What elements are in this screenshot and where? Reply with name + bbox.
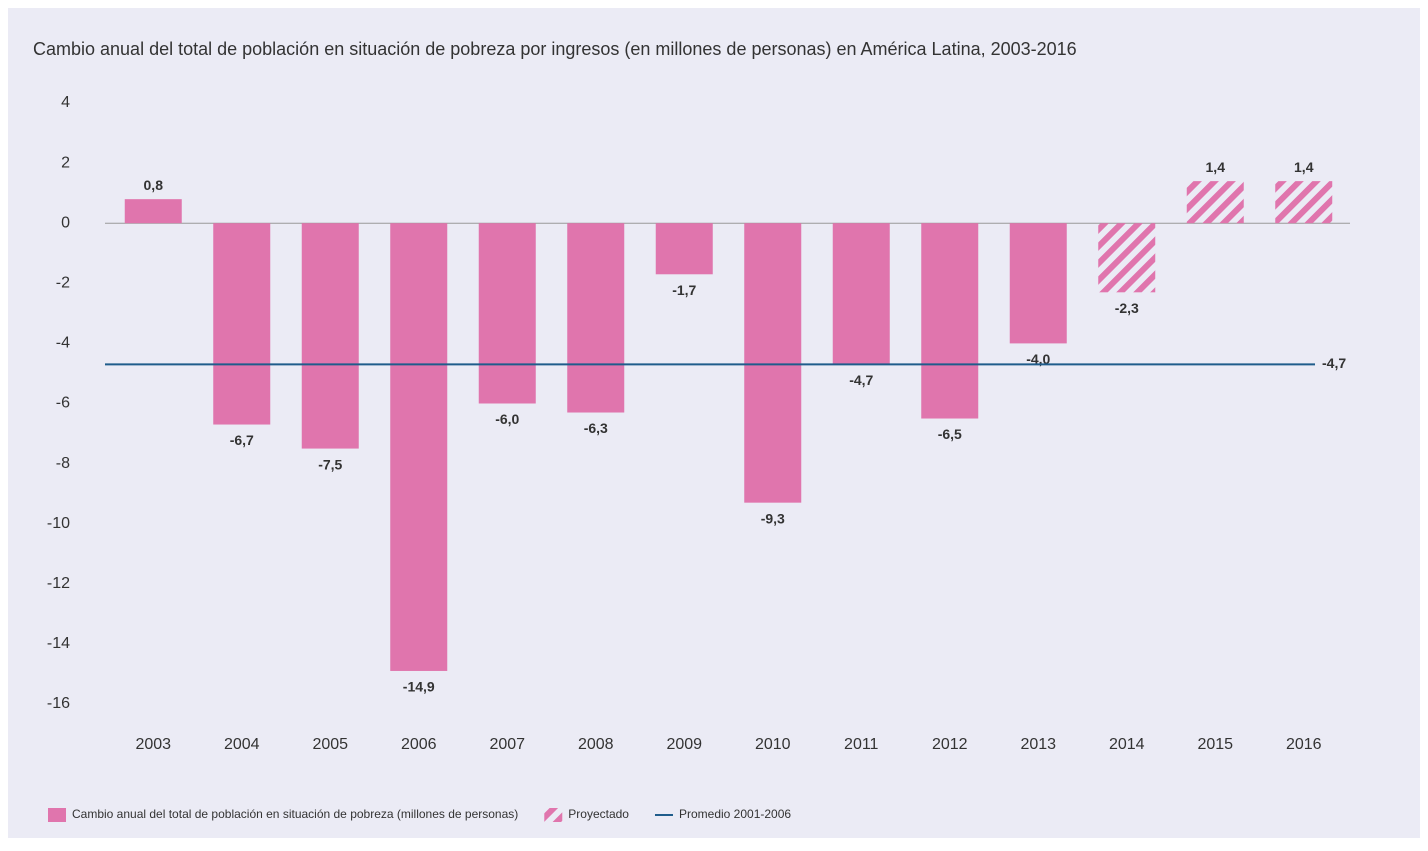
average-label: -4,7 bbox=[1322, 355, 1346, 371]
x-tick-label: 2003 bbox=[135, 736, 171, 753]
y-tick-label: -12 bbox=[47, 575, 70, 592]
chart-title: Cambio anual del total de población en s… bbox=[33, 39, 1077, 59]
x-tick-label: 2013 bbox=[1020, 736, 1056, 753]
value-label: -9,3 bbox=[761, 510, 785, 526]
x-tick-label: 2011 bbox=[844, 736, 879, 753]
legend-label: Promedio 2001-2006 bbox=[679, 807, 791, 821]
x-tick-label: 2012 bbox=[932, 736, 968, 753]
value-label: -4,7 bbox=[849, 372, 873, 388]
x-tick-label: 2014 bbox=[1109, 736, 1145, 753]
y-tick-label: -16 bbox=[47, 695, 70, 712]
value-label: 1,4 bbox=[1206, 159, 1226, 175]
value-label: -6,0 bbox=[495, 411, 519, 427]
bar bbox=[1009, 223, 1067, 344]
legend-label: Proyectado bbox=[568, 807, 629, 821]
x-tick-label: 2004 bbox=[224, 736, 260, 753]
x-tick-label: 2005 bbox=[312, 736, 348, 753]
bar bbox=[744, 223, 802, 503]
y-tick-label: 0 bbox=[61, 214, 70, 231]
bar bbox=[567, 223, 625, 413]
bar bbox=[655, 223, 713, 275]
bar bbox=[301, 223, 359, 449]
legend-swatch bbox=[544, 808, 563, 822]
value-label: -14,9 bbox=[403, 679, 435, 695]
legend-swatch bbox=[48, 808, 66, 822]
value-label: -6,7 bbox=[230, 432, 254, 448]
bar bbox=[1098, 223, 1156, 293]
bar bbox=[390, 223, 448, 671]
bar bbox=[478, 223, 536, 404]
y-tick-label: 4 bbox=[61, 94, 70, 111]
value-label: -6,3 bbox=[584, 420, 608, 436]
value-label: -2,3 bbox=[1115, 300, 1139, 316]
y-tick-label: 2 bbox=[61, 154, 70, 171]
x-tick-label: 2009 bbox=[666, 736, 702, 753]
x-tick-label: 2008 bbox=[578, 736, 614, 753]
x-tick-label: 2006 bbox=[401, 736, 437, 753]
bar bbox=[1186, 181, 1244, 224]
value-label: -7,5 bbox=[318, 456, 342, 472]
y-tick-label: -6 bbox=[56, 395, 70, 412]
y-tick-label: -10 bbox=[47, 515, 70, 532]
x-tick-label: 2015 bbox=[1197, 736, 1233, 753]
x-tick-label: 2010 bbox=[755, 736, 791, 753]
bar bbox=[1275, 181, 1333, 224]
bar bbox=[921, 223, 979, 419]
y-tick-label: -8 bbox=[56, 455, 70, 472]
value-label: -6,5 bbox=[938, 426, 962, 442]
bar bbox=[213, 223, 271, 425]
y-tick-label: -4 bbox=[56, 335, 70, 352]
value-label: -4,0 bbox=[1026, 351, 1050, 367]
x-tick-label: 2016 bbox=[1286, 736, 1322, 753]
legend-label: Cambio anual del total de población en s… bbox=[72, 807, 518, 821]
bar bbox=[124, 199, 182, 224]
bar bbox=[832, 223, 890, 365]
y-tick-label: -14 bbox=[47, 635, 70, 652]
value-label: -1,7 bbox=[672, 282, 696, 298]
value-label: 1,4 bbox=[1294, 159, 1314, 175]
x-tick-label: 2007 bbox=[489, 736, 525, 753]
y-tick-label: -2 bbox=[56, 275, 70, 292]
value-label: 0,8 bbox=[144, 177, 164, 193]
